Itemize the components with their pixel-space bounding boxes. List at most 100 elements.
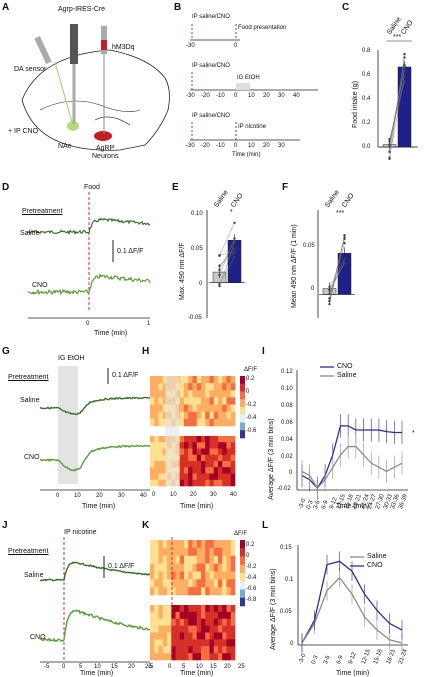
timeline-b [190,24,318,141]
chart-c [377,40,418,161]
l-ytick-0: 0 [290,641,294,647]
g-pretreatment: Pretreatment [8,374,49,381]
j-xtick-4: 15 [111,664,118,670]
j-xtick-3: 10 [94,664,101,670]
b-row2-ip: IP saline/CNO [192,63,230,69]
c-sig: *** [393,34,402,41]
e-tick-2: 0.05 [191,246,203,252]
j-row-cno: CNO [30,634,46,641]
h-cbar-tick-1: 0 [246,389,250,395]
brain-diagram [21,24,170,151]
b-row1-event: Food presentation [238,25,287,31]
bar-c-cno [397,66,412,148]
h-cbar-tick-0: 0.2 [246,376,255,382]
d-scale: 0.1 ΔF/F [117,248,144,255]
l-legend-cno: CNO [367,562,383,569]
d-xtick-0: 0 [86,321,90,327]
panel-letter-a: A [2,2,10,13]
i-ytick-4: 0.06 [281,420,293,426]
panel-letter-f: F [282,182,289,193]
i-ytick-7: 0.12 [281,369,293,375]
a-nac-label: NAc [58,143,72,150]
i-legend-saline: Saline [337,372,357,379]
b-row3-tick-3: 0 [234,143,238,149]
l-legend-saline: Saline [367,553,387,560]
h-cbar-tick-4: -0.6 [246,428,257,434]
k-xtick-6: 25 [238,664,245,670]
h-xtick-0: 0 [152,492,156,498]
e-sig: * [230,209,233,216]
d-pretreatment: Pretreatment [22,208,63,215]
e-ylabel: Max. 490 nm ΔF/F [179,242,186,300]
j-event: IP nicotine [64,529,97,536]
j-xtick-6: 25 [145,664,152,670]
c-tick-0: 0.0 [362,144,371,150]
e-tick-3: 0.10 [191,211,203,217]
b-row2-tick-5: 20 [263,93,270,99]
i-ytick-2: 0.02 [281,454,293,460]
fiber-optic [70,24,78,64]
syringe-left [34,36,52,64]
b-row2-event: IG EtOH [237,75,260,81]
bar-e-cno [227,240,242,283]
i-ytick-0: -0.02 [277,486,291,492]
b-row3-tick-4: 10 [248,143,255,149]
j-pretreatment: Pretreatment [8,548,49,555]
panel-letter-i: I [262,346,265,357]
k-cbar-tick-0: 0.2 [246,542,255,548]
c-tick-4: 0.8 [362,48,371,54]
h-xtick-1: 10 [170,492,177,498]
d-xtick-1: 1 [147,321,151,327]
b-row3-tick-5: 20 [263,143,270,149]
l-ytick-1: 0.05 [280,609,292,615]
k-cbar-tick-4: -0.6 [246,586,257,592]
b-row3-tick-6: 30 [278,143,285,149]
e-tick-1: 0 [199,281,203,287]
panel-letter-l: L [262,520,269,531]
g-xtick-3: 30 [118,493,125,499]
h-xtick-4: 40 [230,492,237,498]
a-sensor-label: DA sensor [14,66,47,73]
b-row2-tick-7: 40 [293,93,300,99]
panel-letter-g: G [2,346,10,357]
panel-letter-c: C [342,2,350,13]
b-row3-tick-1: -20 [201,143,210,149]
e-tick-0: -0.05 [188,315,202,321]
i-ylabel: Average ΔF/F (3 min bins) [268,418,275,500]
k-xtick-3: 10 [196,664,203,670]
i-ytick-3: 0.04 [281,437,293,443]
c-tick-3: 0.6 [362,72,371,78]
k-cbar-title: ΔF/F [234,531,248,537]
panel-letter-b: B [174,2,182,13]
g-xtick-0: 0 [56,493,60,499]
chart-f [317,210,355,318]
nac-region [67,121,79,131]
a-top-label: Agrp-IRES-Cre [58,6,106,13]
d-row-cno: CNO [32,282,48,289]
g-scale: 0.1 ΔF/F [112,372,139,379]
g-row-saline: Saline [20,397,40,404]
b-row1-tick-1: 0 [234,43,238,49]
a-virus-label: hM3Dq [112,44,135,51]
a-agrp-label-2: Neurons [92,153,119,160]
panel-letter-e: E [172,182,179,193]
i-ytick-6: 0.10 [281,386,293,392]
d-xlabel: Time (min) [94,330,128,337]
k-xtick-2: 5 [182,664,186,670]
g-xtick-2: 20 [96,493,103,499]
j-xtick-0: -5 [44,664,50,670]
b-row1-tick-0: -30 [186,43,195,49]
h-cbar-tick-2: -0.2 [246,402,257,408]
l-ytick-3: 0.15 [280,545,292,551]
b-xlabel: Time (min) [232,152,261,158]
a-ip-label: + IP CNO [8,128,39,135]
l-xlabel: Time (min) [336,670,370,677]
f-ylabel: Mean 490 nm ΔF/F (1 min) [291,224,298,308]
panel-letter-d: D [2,182,10,193]
agrp-region [94,131,112,141]
b-row3-ip: IP saline/CNO [192,113,230,119]
i-ytick-1: 0 [289,470,293,476]
k-cbar-tick-1: 0 [246,553,250,559]
g-event: IG EtOH [58,355,85,362]
g-xtick-4: 40 [140,493,147,499]
